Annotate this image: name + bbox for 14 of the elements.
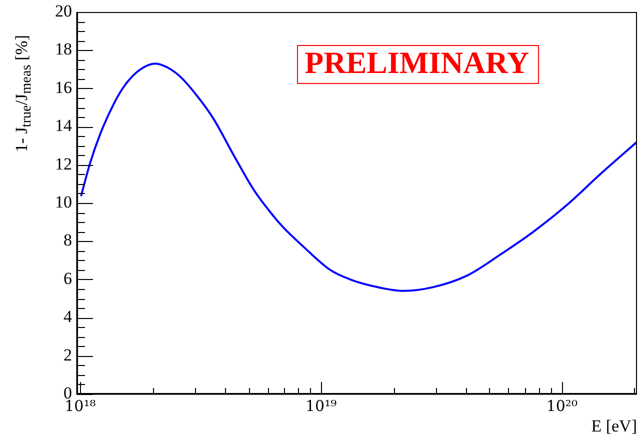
x-axis-title: E [eV] (591, 416, 637, 436)
y-tick-label: 2 (64, 345, 72, 364)
y-tick-label: 8 (64, 230, 72, 250)
y-tick-label: 6 (64, 268, 72, 288)
y-tick-label: 18 (55, 40, 72, 59)
y-tick-label: 14 (55, 116, 72, 136)
annotation: PRELIMINARY (304, 44, 530, 80)
y-tick-label: 10 (55, 192, 72, 212)
y-tick-label: 12 (55, 154, 72, 174)
x-tick-label: 10²⁰ (546, 396, 578, 415)
x-tick-label: 10¹⁹ (305, 396, 337, 415)
y-tick-label: 4 (64, 307, 72, 326)
y-tick-label: 20 (55, 1, 72, 20)
y-tick-label: 16 (55, 78, 72, 97)
